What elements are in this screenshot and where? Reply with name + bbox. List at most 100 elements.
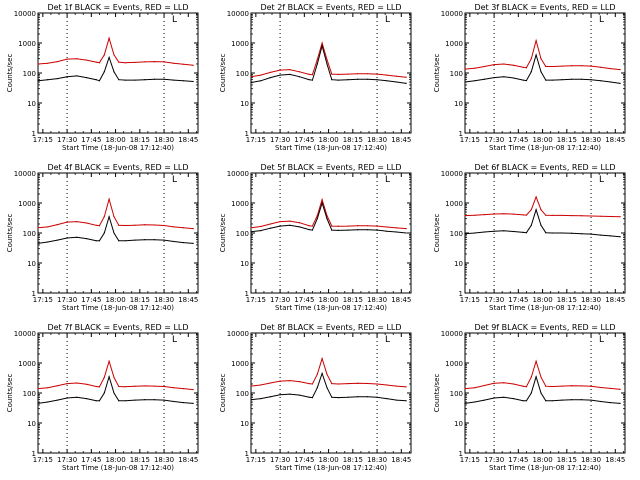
data-point-events (483, 78, 485, 80)
data-point-lld (571, 65, 573, 67)
corner-marker: L (172, 335, 177, 345)
data-point-lld (600, 215, 602, 217)
chart-panel-9: Det 9f BLACK = Events, RED = LLD L 1 10 100 1… (433, 323, 626, 472)
y-tick-label: 100 (450, 390, 463, 398)
data-point-lld (331, 225, 333, 227)
data-point-events (609, 81, 612, 83)
data-point-lld (337, 383, 339, 385)
y-axis-label: Counts/sec (6, 374, 14, 413)
data-point-lld (260, 384, 262, 386)
data-point-lld (357, 73, 359, 75)
chart-panel-7: Det 7f BLACK = Events, RED = LLD L 1 10 100 1… (6, 323, 199, 472)
y-tick-label: 10 (27, 100, 36, 108)
data-point-events (474, 80, 476, 82)
data-point-lld (311, 74, 314, 76)
data-point-lld (173, 387, 175, 389)
x-tick-label: 18:00 (532, 296, 552, 304)
y-tick-label: 1000 (231, 360, 249, 368)
x-tick-label: 17:45 (81, 296, 101, 304)
data-point-lld (551, 385, 553, 388)
series-line-events (464, 374, 621, 404)
x-tick-label: 18:15 (557, 296, 577, 304)
data-point-events (144, 239, 146, 241)
x-tick-label: 17:30 (57, 296, 77, 304)
y-axis-label: Counts/sec (219, 374, 227, 413)
data-point-events (522, 231, 524, 233)
data-point-lld (493, 213, 495, 215)
y-axis-label: Counts/sec (433, 214, 441, 253)
data-point-lld (311, 383, 314, 385)
data-point-lld (163, 61, 165, 63)
corner-marker: L (385, 335, 390, 345)
data-point-lld (590, 65, 592, 67)
data-point-events (144, 79, 146, 81)
data-point-events (279, 225, 281, 227)
y-tick-label: 10000 (441, 330, 463, 338)
data-point-lld (182, 227, 185, 229)
y-tick-label: 100 (236, 70, 249, 78)
x-tick-label: 18:15 (343, 136, 363, 144)
x-axis-label: Start Time (18-Jun-08 17:12:40) (489, 144, 601, 152)
data-point-events (98, 400, 101, 402)
data-point-lld (540, 376, 542, 378)
data-point-events (376, 396, 378, 398)
x-axis-label: Start Time (18-Jun-08 17:12:40) (62, 144, 174, 152)
data-point-lld (192, 64, 194, 66)
y-tick-label: 1000 (231, 200, 249, 208)
data-point-events (85, 77, 88, 79)
data-point-events (535, 54, 537, 56)
data-point-lld (269, 71, 271, 73)
data-point-events (522, 79, 524, 81)
data-point-lld (56, 224, 58, 226)
x-tick-label: 18:45 (178, 136, 198, 144)
data-point-lld (173, 226, 175, 228)
data-point-events (522, 400, 524, 402)
data-point-lld (134, 224, 136, 226)
y-tick-label: 100 (236, 230, 249, 238)
x-tick-label: 18:15 (130, 456, 150, 464)
data-point-lld (321, 358, 323, 360)
data-point-lld (124, 224, 126, 227)
x-tick-label: 17:15 (33, 296, 53, 304)
x-tick-label: 18:30 (154, 456, 174, 464)
data-point-events (56, 78, 58, 80)
data-point-lld (279, 380, 281, 382)
x-tick-label: 18:00 (318, 456, 338, 464)
chart-panel-4: Det 4f BLACK = Events, RED = LLD L 1 10 100 1… (6, 163, 199, 312)
series-line-lld (250, 41, 407, 78)
data-point-events (66, 76, 68, 78)
data-point-events (124, 79, 126, 81)
y-tick-label: 10000 (227, 10, 249, 18)
data-point-lld (366, 225, 368, 227)
data-point-events (311, 229, 314, 231)
data-point-events (182, 401, 185, 404)
y-tick-label: 1000 (231, 40, 249, 48)
data-point-lld (95, 385, 97, 388)
data-point-lld (571, 215, 573, 217)
data-point-lld (113, 54, 115, 56)
data-point-events (108, 376, 110, 378)
y-axis-label: Counts/sec (219, 54, 227, 93)
y-tick-label: 10 (240, 260, 249, 268)
data-point-lld (289, 379, 291, 382)
data-point-events (386, 80, 388, 82)
data-point-events (279, 74, 281, 76)
data-point-lld (503, 382, 505, 384)
panel-title: Det 4f BLACK = Events, RED = LLD (47, 163, 188, 172)
data-point-events (619, 402, 621, 405)
chart-panel-3: Det 3f BLACK = Events, RED = LLD L 1 10 100 1… (433, 3, 626, 152)
y-tick-label: 1 (245, 290, 249, 298)
x-tick-label: 18:15 (130, 136, 150, 144)
data-point-lld (571, 385, 573, 387)
y-tick-label: 10000 (14, 330, 36, 338)
x-tick-label: 17:45 (294, 296, 314, 304)
data-point-lld (609, 68, 612, 70)
x-tick-label: 17:30 (57, 136, 77, 144)
data-point-events (260, 230, 262, 232)
data-point-lld (85, 383, 88, 385)
data-point-lld (182, 63, 185, 65)
data-point-events (289, 393, 291, 395)
data-point-lld (153, 385, 155, 387)
y-tick-label: 10000 (14, 170, 36, 178)
